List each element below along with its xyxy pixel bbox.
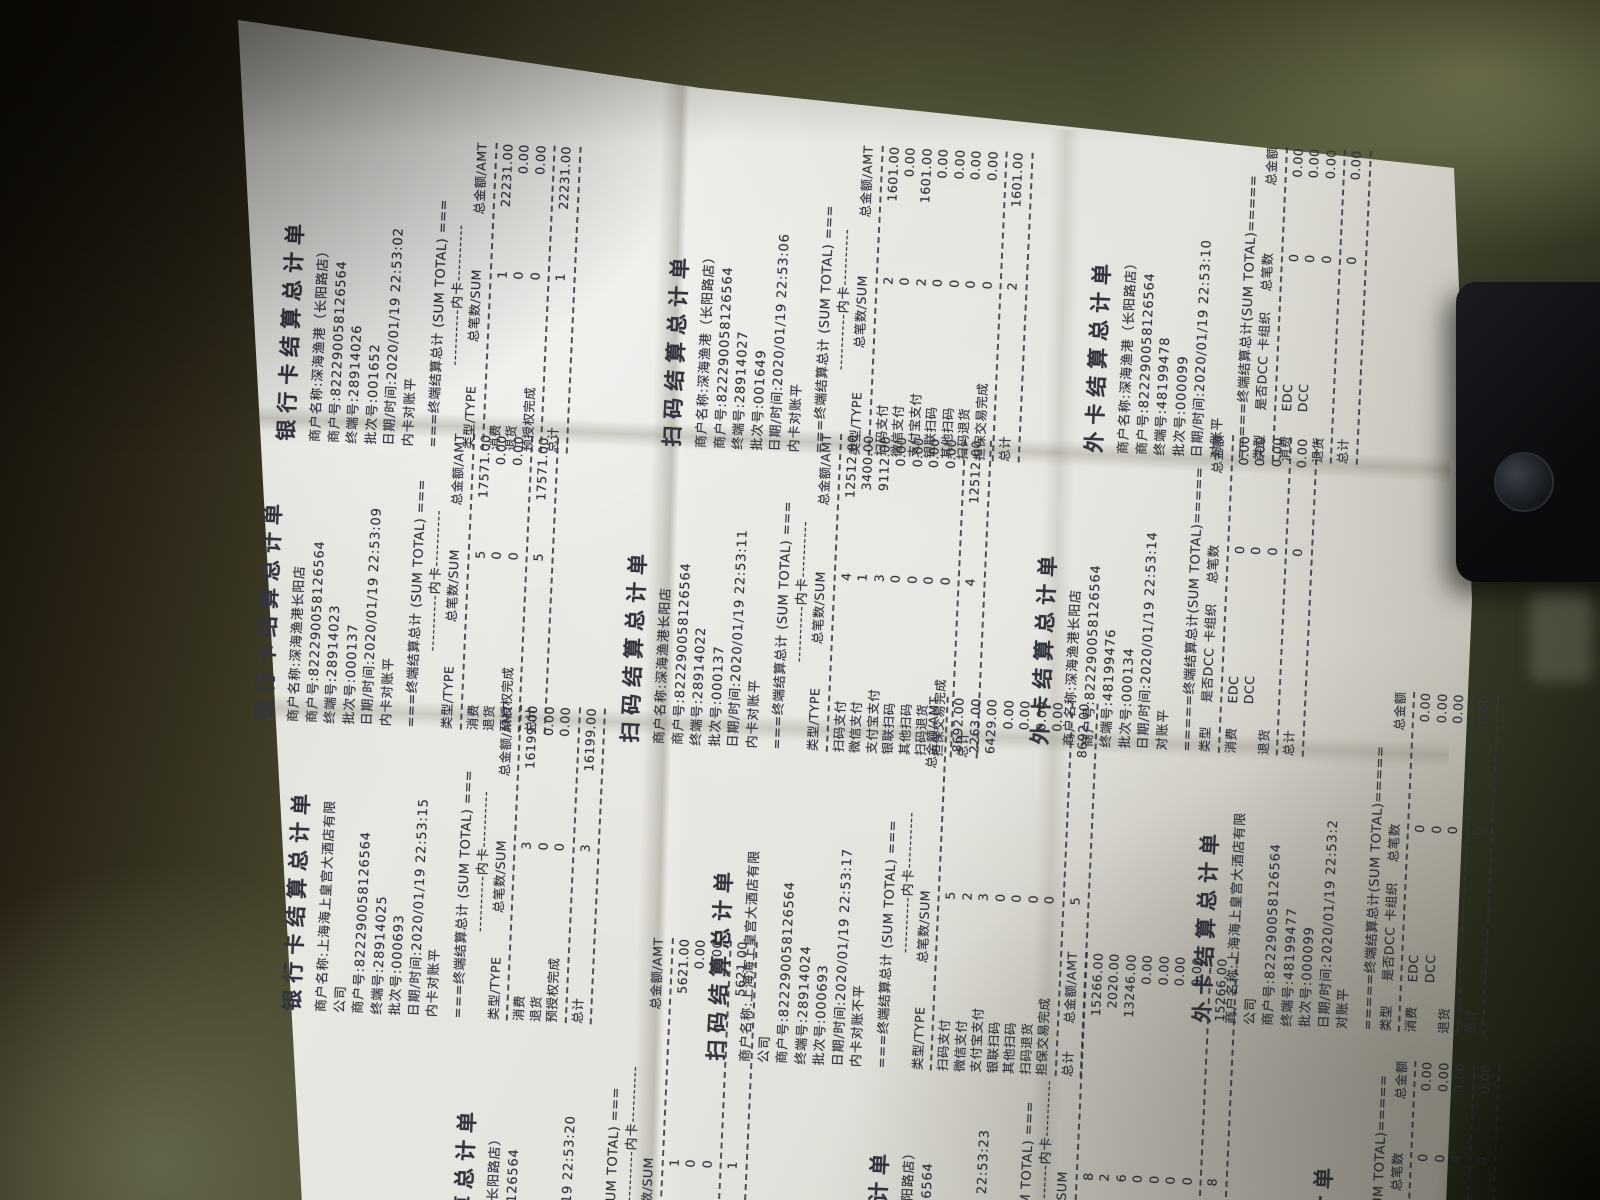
table-cell: 1 [724, 1160, 740, 1170]
table-cell: 0 [1162, 1175, 1178, 1185]
table-cell [1312, 353, 1331, 414]
receipt-title: 银行卡结算总计单 [279, 786, 315, 1012]
column-header: 总笔数/SUM [809, 570, 828, 645]
table-cell: 0.00 [1475, 694, 1492, 726]
column-header: 总笔数/SUM [851, 274, 870, 349]
table-cell: 0 [551, 842, 567, 852]
table-cell: 16199.00 [580, 707, 599, 772]
column-header: 是否DCC [1253, 355, 1271, 411]
table-cell [1260, 589, 1279, 646]
table-cell: 0.00 [1322, 148, 1339, 180]
receipt-foreigncard-changyanglu: 外卡结算总计单 商户名称:深海渔港（长阳路店） 商户号:82229005812656… [1078, 138, 1430, 465]
table-cell [1466, 869, 1485, 926]
table-row: 总计 1 22231.00 [545, 146, 575, 453]
table-cell: 8 [1204, 1177, 1220, 1187]
table-cell: 2 [1096, 1172, 1112, 1182]
column-header: 总金额 [1263, 146, 1281, 186]
table-cell: 0 [1428, 824, 1444, 834]
receipt-title: 扫码结算总计单 [659, 250, 693, 448]
receipt-title: 银行卡结算总计单 [442, 928, 490, 1200]
table-cell: 0.00 [1268, 436, 1285, 468]
table-cell: 6 [1113, 1173, 1129, 1183]
column-header: 总笔数 [1384, 822, 1402, 863]
column-header: 总笔数/SUM [490, 839, 509, 914]
table-cell: 0 [682, 1158, 698, 1168]
table-cell [1340, 298, 1359, 355]
table-cell: 0 [1231, 545, 1247, 555]
receipt-print: 银行卡结算总计单 商户名称:深海渔港长阳店 商户号:822290058126564 终… [248, 424, 559, 734]
table-cell: 3 [576, 843, 593, 853]
dark-device-object [1456, 282, 1600, 582]
table-cell: 0 [1145, 1175, 1162, 1185]
table-cell: 8 [1080, 1172, 1096, 1182]
column-header: 卡组织 [1255, 310, 1273, 351]
table-cell: 0.00 [1347, 149, 1364, 181]
table-cell: 0 [527, 271, 543, 281]
table-cell: 0 [1129, 1174, 1145, 1184]
receipt-qrcode-partial: 扫码结算总计单商户名称:深海渔港（长阳路店）商户号:82229005812656… [856, 942, 1238, 1200]
receipt-title: 银行卡结算总计单 [251, 496, 287, 722]
table-cell: 0 [505, 551, 521, 561]
table-cell: 0 [1264, 546, 1280, 556]
receipt-title: 扫码结算总计单 [617, 546, 651, 744]
table-cell: 1 [552, 272, 568, 282]
column-header: 卡组织 [1382, 881, 1400, 922]
column-header: 总笔数/SUM [637, 1156, 656, 1200]
table-cell: 0 [699, 1159, 715, 1169]
column-header: 总笔数/SUM [465, 268, 484, 343]
corner-shadow [1340, 940, 1600, 1200]
table-cell: 0.00 [1293, 437, 1311, 469]
table-cell [1314, 297, 1333, 354]
table-cell: 0 [1470, 826, 1486, 836]
table-cell: 22231.00 [555, 145, 574, 211]
table-cell: 0 [1411, 824, 1428, 834]
receipt-title: 扫码结算总计单 [856, 942, 904, 1200]
receipt-print: 银行卡结算总计单商户名称:深海渔港（长阳路店）商户号:8222900581265… [270, 133, 584, 454]
column-header: 卡组织 [1201, 602, 1219, 643]
receipt-title: 外卡结算总计单 [1081, 256, 1115, 454]
table-cell [1337, 354, 1356, 415]
table-cell: 0 [1285, 253, 1301, 263]
receipt-print: 外卡结算总计单 商户名称:深海渔港（长阳路店） 商户号:82229005812656… [1078, 138, 1444, 468]
receipt-print: 扫码结算总计单商户名称:深海渔港（长阳路店）商户号:82229005812656… [656, 136, 1034, 463]
table-cell: 1 [666, 1158, 682, 1168]
table-cell: 0 [1247, 545, 1264, 556]
receipt-print: 扫码结算总计单商户名称:深海渔港（长阳路店）商户号:82229005812656… [856, 942, 1238, 1200]
table-cell: 0 [1178, 1176, 1195, 1186]
table-cell: 0 [1301, 253, 1318, 264]
table-reflection [1530, 594, 1592, 682]
column-header: 总笔数 [1204, 544, 1222, 584]
receipt-bankcard-changyanglu: 银行卡结算总计单 商户名称:深海渔港（长阳路店） 商户号:8222900581265… [270, 133, 582, 454]
receipt-title: 银行卡结算总计单 [273, 216, 309, 442]
device-button-circle [1494, 452, 1554, 512]
receipt-bankcard-changyang: 银行卡结算总计单 商户名称:深海渔港长阳店 商户号:822290058126564 终… [248, 424, 559, 734]
table-cell: 0 [1318, 254, 1334, 264]
column-header: 总笔数 [1258, 252, 1276, 292]
table-cell: 0 [1343, 255, 1360, 265]
table-cell: 0 [978, 280, 995, 290]
column-header: 总金额 [1209, 434, 1227, 474]
table-cell: 0 [1289, 547, 1306, 557]
table-cell [1286, 590, 1305, 647]
table-cell: 0 [1444, 825, 1461, 835]
receipt-title: 外卡结算总计单 [1027, 548, 1061, 746]
table-cell [1441, 868, 1460, 925]
receipt-qrcode-changyanglu: 扫码结算总计单 商户名称:深海渔港（长阳路店） 商户号:82229005812656… [656, 136, 1034, 463]
receipt-title: 外卡结算总计单 [1300, 1056, 1344, 1200]
column-header: 总笔数/SUM [1051, 1171, 1071, 1200]
column-header: 总笔数/SUM [443, 548, 462, 623]
